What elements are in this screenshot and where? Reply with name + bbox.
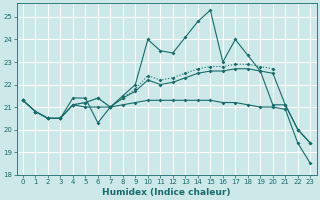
X-axis label: Humidex (Indice chaleur): Humidex (Indice chaleur) <box>102 188 231 197</box>
